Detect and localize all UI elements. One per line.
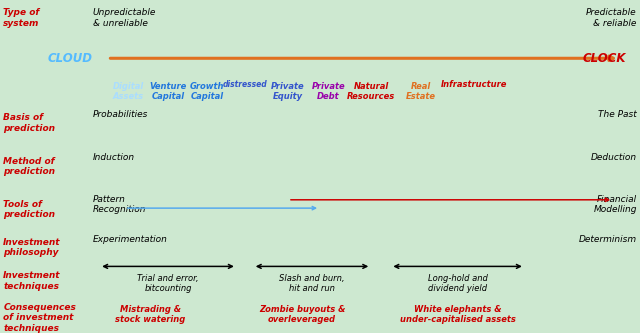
Text: Real
Estate: Real Estate <box>406 82 435 101</box>
Text: Predictable
& reliable: Predictable & reliable <box>586 8 637 28</box>
Text: Mistrading &
stock watering: Mistrading & stock watering <box>115 305 186 324</box>
Text: Induction: Induction <box>93 153 135 162</box>
Text: Long-hold and
dividend yield: Long-hold and dividend yield <box>428 274 488 293</box>
Text: CLOCK: CLOCK <box>582 52 626 65</box>
Text: Probabilities: Probabilities <box>93 110 148 119</box>
Text: Investment
philosophy: Investment philosophy <box>3 238 61 257</box>
Text: Growth
Capital: Growth Capital <box>190 82 225 101</box>
Text: Natural
Resources: Natural Resources <box>347 82 396 101</box>
Text: Slash and burn,
hit and run: Slash and burn, hit and run <box>279 274 345 293</box>
Text: Infrastructure: Infrastructure <box>440 80 507 89</box>
Text: Zombie buyouts &
overleveraged: Zombie buyouts & overleveraged <box>259 305 345 324</box>
Text: Basis of
prediction: Basis of prediction <box>3 113 55 133</box>
Text: Private
Debt: Private Debt <box>312 82 345 101</box>
Text: Determinism: Determinism <box>579 235 637 244</box>
Text: Venture
Capital: Venture Capital <box>150 82 187 101</box>
Text: Experimentation: Experimentation <box>93 235 168 244</box>
Text: Investment
techniques: Investment techniques <box>3 271 61 291</box>
Text: Trial and error,
bitcounting: Trial and error, bitcounting <box>137 274 199 293</box>
Text: Method of
prediction: Method of prediction <box>3 157 55 176</box>
Text: Consequences
of investment
techniques: Consequences of investment techniques <box>3 303 76 333</box>
Text: White elephants &
under-capitalised assets: White elephants & under-capitalised asse… <box>399 305 516 324</box>
Text: CLOUD: CLOUD <box>48 52 93 65</box>
Text: Financial
Modelling: Financial Modelling <box>593 195 637 214</box>
Text: Pattern
Recognition: Pattern Recognition <box>93 195 147 214</box>
Text: Deduction: Deduction <box>591 153 637 162</box>
Text: The Past: The Past <box>598 110 637 119</box>
Text: Type of
system: Type of system <box>3 8 40 28</box>
Text: Tools of
prediction: Tools of prediction <box>3 200 55 219</box>
Text: Private
Equity: Private Equity <box>271 82 305 101</box>
Text: Digital
Assets: Digital Assets <box>113 82 143 101</box>
Text: distressed: distressed <box>223 80 268 89</box>
Text: Unpredictable
& unreliable: Unpredictable & unreliable <box>93 8 156 28</box>
